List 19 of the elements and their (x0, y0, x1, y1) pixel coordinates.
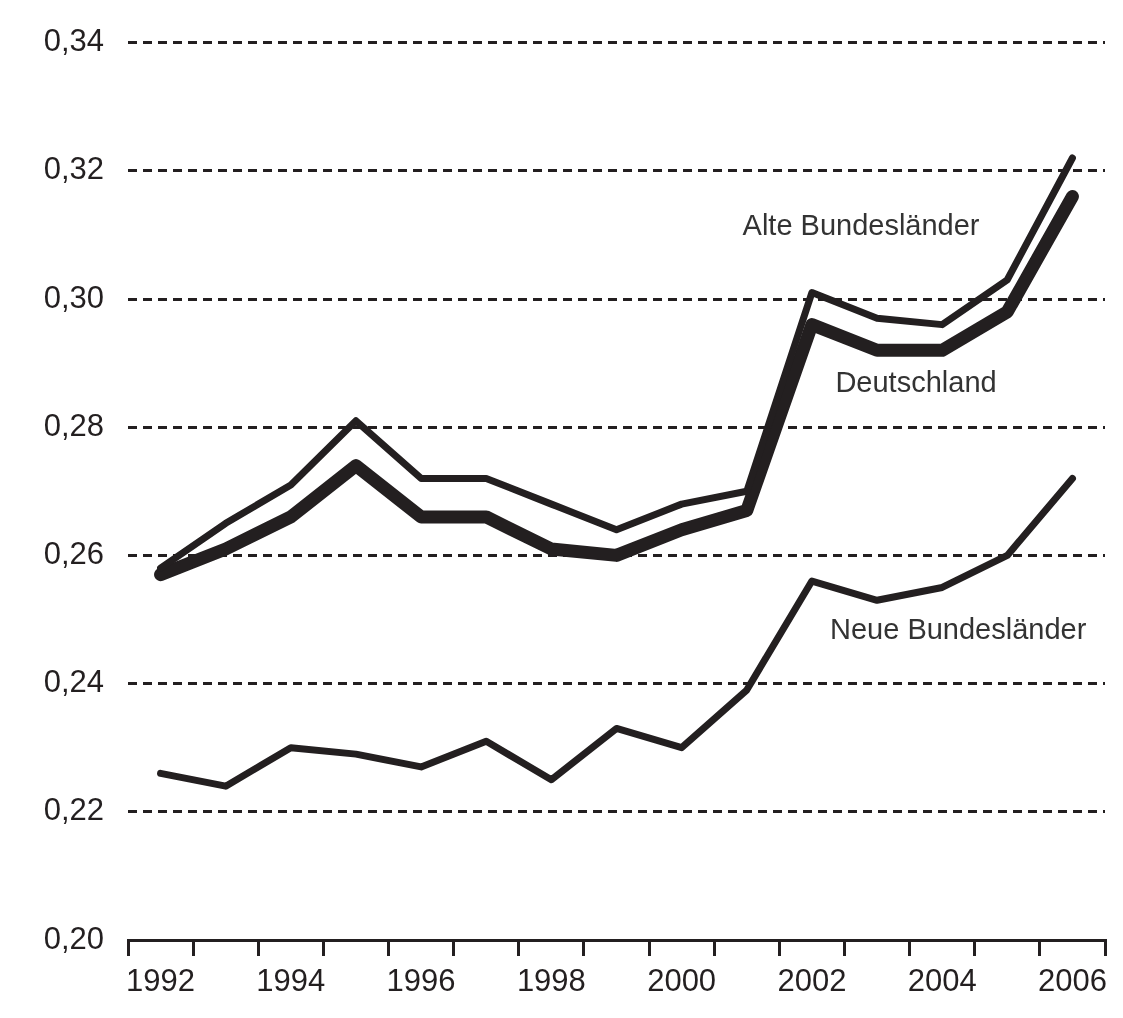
x-tick-label: 1998 (516, 963, 586, 999)
series-label: Deutschland (835, 366, 997, 399)
y-tick-label: 0,20 (43, 920, 104, 956)
x-tick-label: 1996 (386, 963, 456, 999)
y-tick-label: 0,28 (43, 407, 104, 443)
y-tick-label: 0,34 (43, 23, 104, 59)
x-tick-label: 1992 (126, 963, 196, 999)
y-tick-label: 0,30 (43, 279, 104, 315)
x-tick-label: 2006 (1037, 963, 1107, 999)
y-tick-label: 0,24 (43, 664, 104, 700)
x-tick-label: 1994 (256, 963, 326, 999)
y-tick-label: 0,22 (43, 792, 104, 828)
y-tick-label: 0,26 (43, 535, 104, 571)
x-tick-label: 2004 (907, 963, 977, 999)
x-tick-label: 2000 (647, 963, 717, 999)
series-label: Neue Bundesländer (829, 613, 1087, 646)
x-tick-label: 2002 (777, 963, 847, 999)
series-label: Alte Bundesländer (742, 209, 980, 242)
y-tick-label: 0,32 (43, 151, 104, 187)
